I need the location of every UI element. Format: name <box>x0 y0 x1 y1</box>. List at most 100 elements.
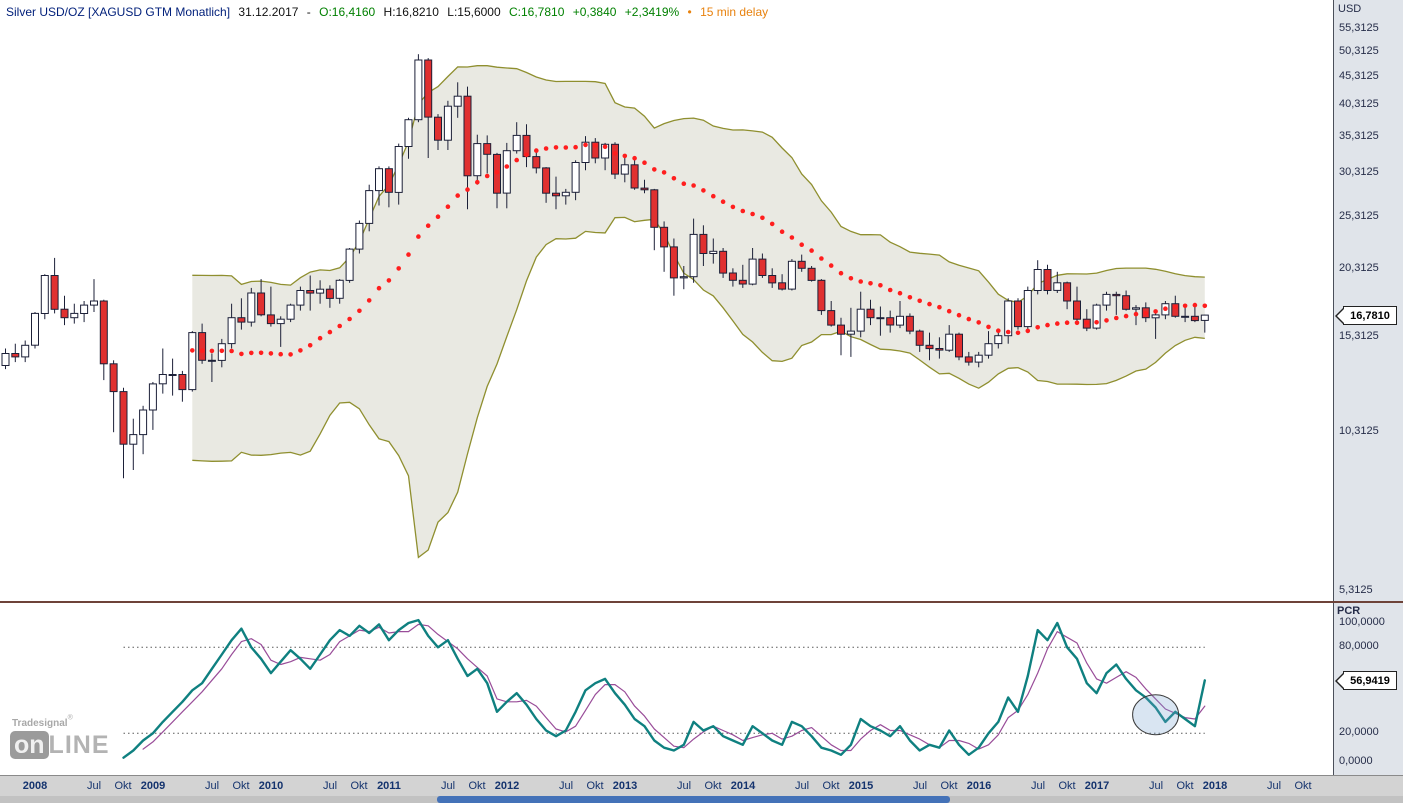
candle-body <box>591 141 600 159</box>
candle-body <box>915 330 924 346</box>
candle-body <box>453 95 462 107</box>
sma-dot <box>553 145 559 150</box>
candle-body <box>1023 290 1032 328</box>
sma-dot <box>573 144 578 150</box>
sma-dot <box>1104 318 1109 323</box>
price-chart-canvas[interactable] <box>0 0 1333 601</box>
candle-body <box>689 233 698 278</box>
candle-body <box>463 95 472 177</box>
candle-body <box>148 383 157 411</box>
sma-dot <box>937 304 942 310</box>
sma-dot <box>652 167 657 172</box>
time-axis-tick: Jul <box>86 780 102 792</box>
price-axis-label: 15,3125 <box>1339 330 1379 343</box>
sma-dot <box>671 176 677 181</box>
candle-body <box>1073 300 1081 320</box>
sma-dot <box>1045 322 1050 328</box>
candle-body <box>178 374 187 391</box>
sma-dot <box>229 348 234 354</box>
candle-body <box>325 288 334 299</box>
sma-dot <box>681 181 687 186</box>
candle-body <box>1200 314 1209 321</box>
candle-body <box>866 308 875 319</box>
candles <box>1 54 1209 479</box>
sma-dot <box>249 350 254 356</box>
time-axis-tick: Jul <box>676 780 692 792</box>
candle-body <box>1102 293 1111 306</box>
time-axis-tick: Okt <box>1294 780 1312 792</box>
candle-body <box>1053 282 1062 291</box>
candle-body <box>984 343 993 356</box>
candle-body <box>119 391 128 445</box>
change-value: +0,3840 <box>572 5 617 19</box>
sma-dot <box>1094 320 1099 325</box>
candle-body <box>532 156 541 169</box>
time-axis[interactable]: 2008 Jul Okt 2009 Jul Okt 2010 Jul Okt 2011 Jul Okt… <box>0 775 1403 803</box>
candle-body <box>925 344 934 350</box>
sma-dot <box>534 148 539 153</box>
sma-dot <box>917 298 922 304</box>
candle-body <box>728 272 737 281</box>
time-axis-tick: 2017 <box>1084 780 1110 792</box>
open-value: O:16,4160 <box>319 5 376 19</box>
sma-dot <box>1133 311 1139 317</box>
sma-dot <box>1084 320 1090 326</box>
candle-body <box>286 304 295 320</box>
close-value: C:16,7810 <box>509 5 565 19</box>
sma-dot <box>347 316 352 322</box>
candle-body <box>1033 269 1042 291</box>
last-price-tag: 16,7810 <box>1335 306 1397 326</box>
pcr-signal-line <box>142 623 1206 752</box>
sma-dot <box>1192 302 1198 308</box>
candle-body <box>876 317 885 320</box>
sma-dot <box>740 208 746 214</box>
price-axis-label: 55,3125 <box>1339 22 1379 34</box>
time-axis-tick: Okt <box>232 780 250 792</box>
sma-dot <box>887 287 893 293</box>
sma-dot <box>416 234 421 239</box>
sma-dot <box>691 183 696 188</box>
indicator-last-value: 56,9419 <box>1350 674 1390 687</box>
sma-dot <box>465 187 470 192</box>
sma-dot <box>357 308 362 314</box>
indicator-axis-label: PCR <box>1337 605 1361 617</box>
candle-body <box>80 304 89 315</box>
sma-dot <box>396 266 402 271</box>
logo-on-badge: on <box>10 730 49 760</box>
candle-body <box>296 290 305 306</box>
candle-body <box>11 353 20 358</box>
indicator-chart-canvas[interactable] <box>0 604 1333 775</box>
sma-dot <box>543 146 549 151</box>
candle-body <box>1092 304 1101 329</box>
candle-body <box>90 300 98 306</box>
crossover-annotation[interactable] <box>1132 694 1180 736</box>
sma-dot <box>819 256 824 261</box>
sma-dot <box>789 235 795 240</box>
candle-body <box>709 250 718 255</box>
panel-splitter[interactable] <box>0 601 1403 603</box>
candle-body <box>601 143 610 159</box>
sma-dot <box>219 348 225 354</box>
sma-dot <box>701 188 706 193</box>
candle-body <box>227 317 236 345</box>
candle-body <box>955 333 963 358</box>
horizontal-scrollbar[interactable] <box>0 796 1403 803</box>
candle-body <box>964 356 973 363</box>
symbol-label: Silver USD/OZ [XAGUSD GTM Monatlich] <box>6 5 231 19</box>
candle-body <box>768 275 777 284</box>
legend-separator: - <box>306 5 311 19</box>
scrollbar-thumb[interactable] <box>437 796 950 803</box>
sma-dot <box>593 143 598 148</box>
candle-body <box>158 374 167 385</box>
price-axis[interactable]: USD PCR 16,7810 56,9419 55,3125 50,3125 45… <box>1333 0 1403 775</box>
sma-dot <box>1202 303 1208 309</box>
candle-body <box>1122 295 1131 310</box>
sma-dot <box>190 348 195 353</box>
candle-body <box>846 330 855 335</box>
sma-dot <box>258 350 264 356</box>
sma-dot <box>445 204 451 209</box>
sma-dot <box>1114 315 1119 321</box>
sma-dot <box>524 152 529 158</box>
candle-body <box>247 292 256 323</box>
candle-body <box>748 258 757 285</box>
